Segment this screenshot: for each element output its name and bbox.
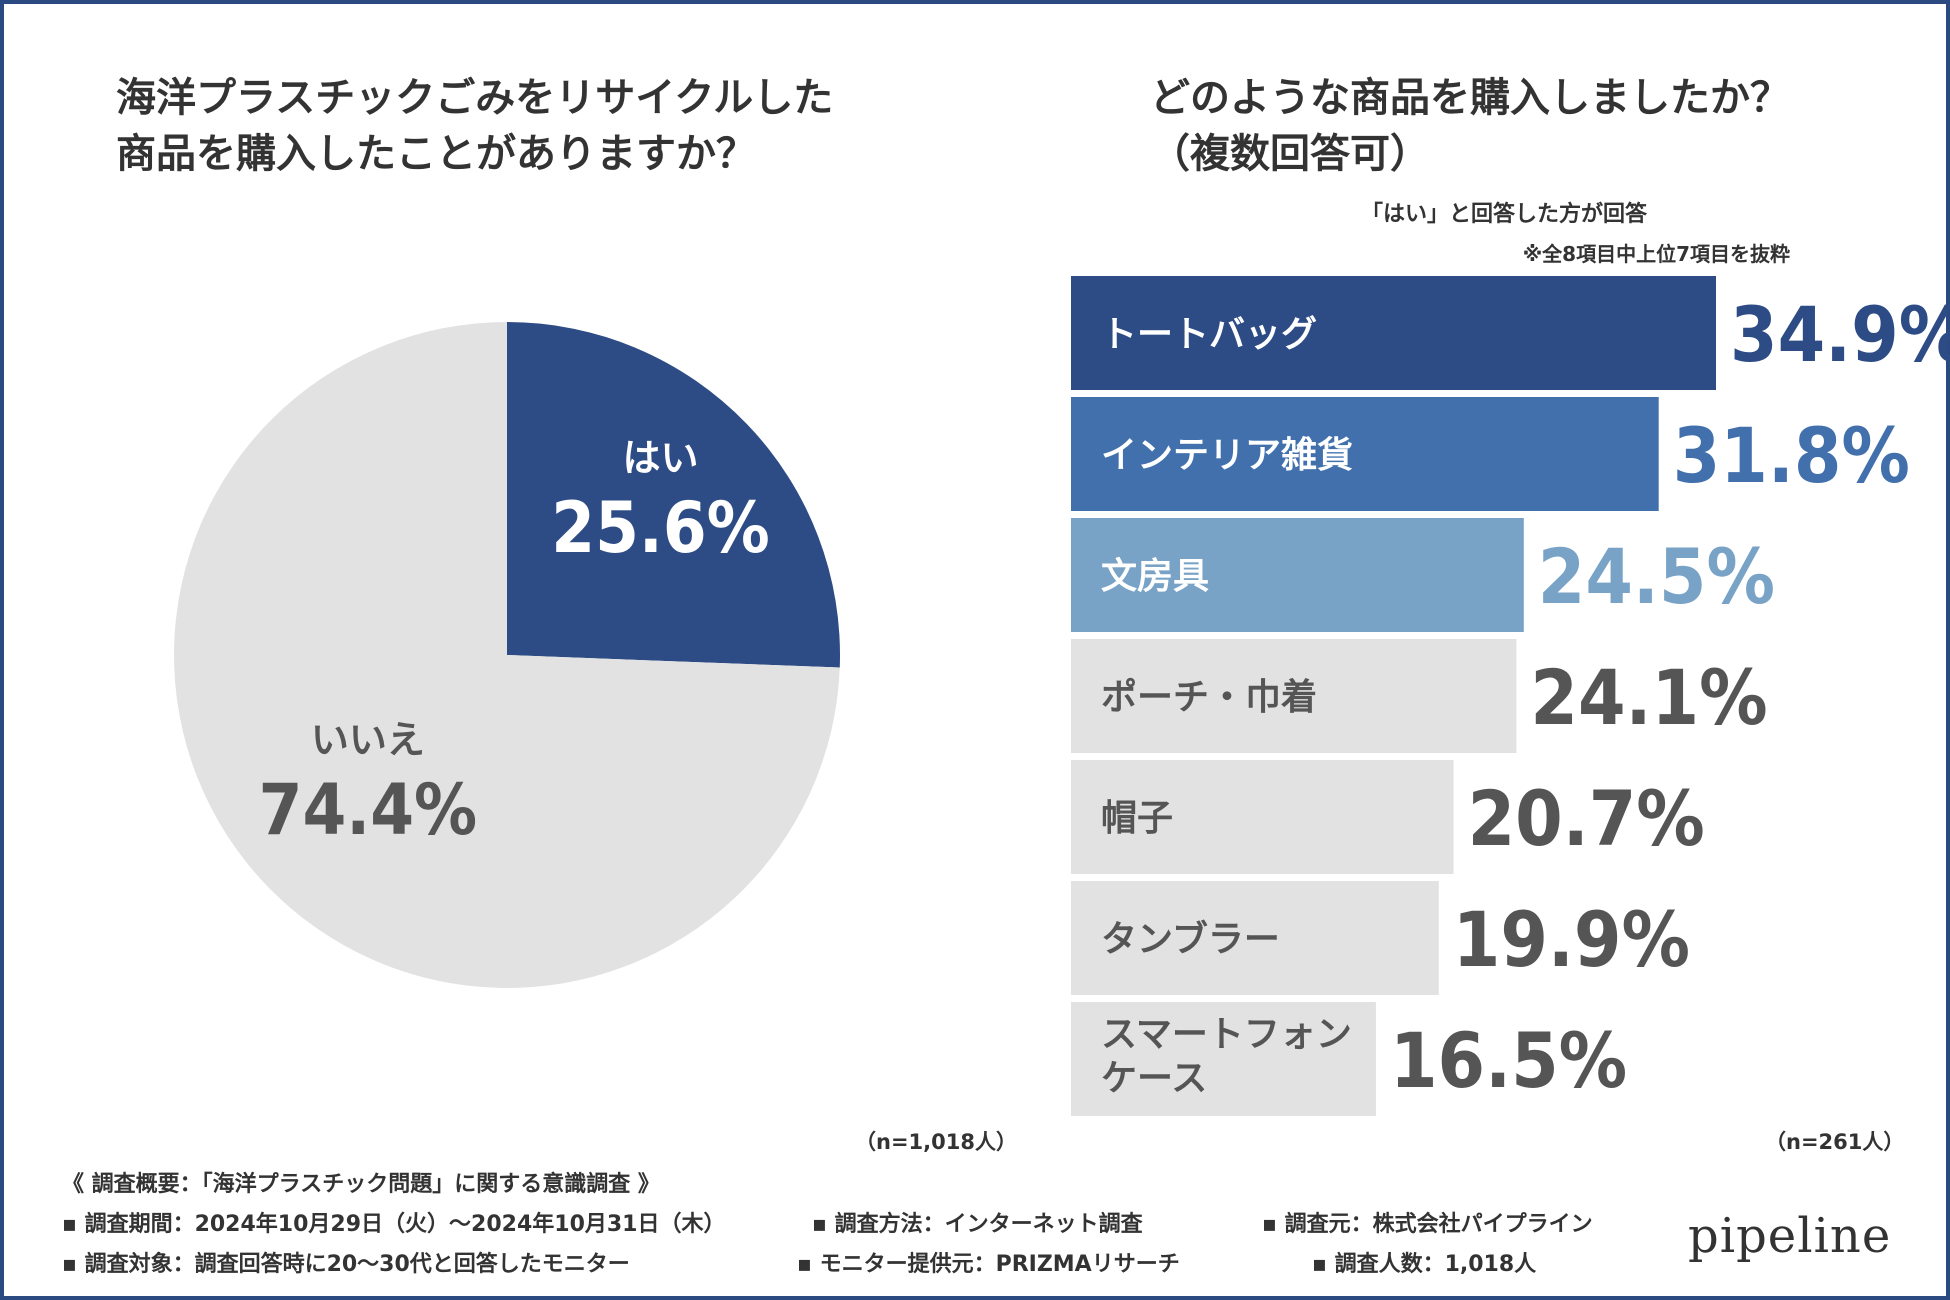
bar-value-label: 24.1% — [1530, 653, 1767, 742]
bar-value-label: 34.9% — [1730, 290, 1950, 379]
pie-slice-yes — [507, 322, 840, 668]
pie-label-no: いいえ — [311, 718, 425, 762]
bar-title-line1: どのような商品を購入しましたか？ — [1150, 75, 1790, 121]
survey-target: ▪ 調査対象：調査回答時に20〜30代と回答したモニター — [62, 1252, 630, 1277]
monitor-provider: ▪ モニター提供元：PRIZMAリサーチ — [797, 1252, 1180, 1277]
survey-method: ▪ 調査方法：インターネット調査 — [812, 1212, 1143, 1237]
respondent-note: 「はい」と回答した方が回答 — [1360, 202, 1647, 227]
bar-5 — [1071, 760, 1454, 874]
bar-value-label: 20.7% — [1468, 774, 1705, 863]
pie-label-yes: はい — [623, 436, 699, 480]
pipeline-logo: pipeline — [1688, 1208, 1892, 1264]
pie-value-no: 74.4% — [259, 769, 477, 851]
bar-category-label: タンブラー — [1101, 918, 1280, 960]
bar-category-label: トートバッグ — [1101, 314, 1317, 355]
bar-category-label: インテリア雑貨 — [1101, 435, 1353, 476]
bar-value-label: 31.8% — [1673, 411, 1910, 500]
pie-title-line1: 海洋プラスチックごみをリサイクルした — [116, 75, 834, 121]
bar-1 — [1071, 276, 1716, 390]
pie-slice-no — [173, 322, 840, 989]
survey-period: ▪ 調査期間：2024年10月29日（火）〜2024年10月31日（木） — [62, 1212, 726, 1237]
bar-title-line2: （複数回答可） — [1150, 131, 1430, 177]
survey-source: ▪ 調査元：株式会社パイプライン — [1262, 1212, 1593, 1237]
pie-title-line2: 商品を購入したことがありますか？ — [116, 131, 756, 177]
bar-4 — [1071, 639, 1517, 753]
bar-chart-title: どのような商品を購入しましたか？ （複数回答可） — [1150, 70, 1790, 182]
bar-category-label: スマートフォンケース — [1101, 1014, 1352, 1099]
bar-3 — [1071, 518, 1524, 632]
excerpt-note: ※全8項目中上位7項目を抜粋 — [1522, 242, 1790, 266]
bar-7 — [1071, 1002, 1376, 1116]
bar-6 — [1071, 881, 1439, 995]
bar-sample-size: （n=261人） — [1765, 1130, 1905, 1154]
pie-value-yes: 25.6% — [551, 487, 769, 569]
survey-overview-title: 《 調査概要：「海洋プラスチック問題」に関する意識調査 》 — [62, 1172, 660, 1197]
bar-category-label: 帽子 — [1101, 798, 1173, 839]
survey-count: ▪ 調査人数：1,018人 — [1312, 1252, 1537, 1277]
bar-value-label: 19.9% — [1453, 895, 1690, 984]
bar-value-label: 24.5% — [1538, 532, 1775, 621]
bar-category-label: ポーチ・巾着 — [1101, 676, 1317, 718]
bar-category-label: 文房具 — [1101, 556, 1209, 597]
pie-chart-title: 海洋プラスチックごみをリサイクルした 商品を購入したことがありますか？ — [116, 70, 833, 182]
bar-2 — [1071, 397, 1659, 511]
bar-value-label: 16.5% — [1390, 1016, 1627, 1105]
pie-sample-size: （n=1,018人） — [855, 1130, 1017, 1154]
